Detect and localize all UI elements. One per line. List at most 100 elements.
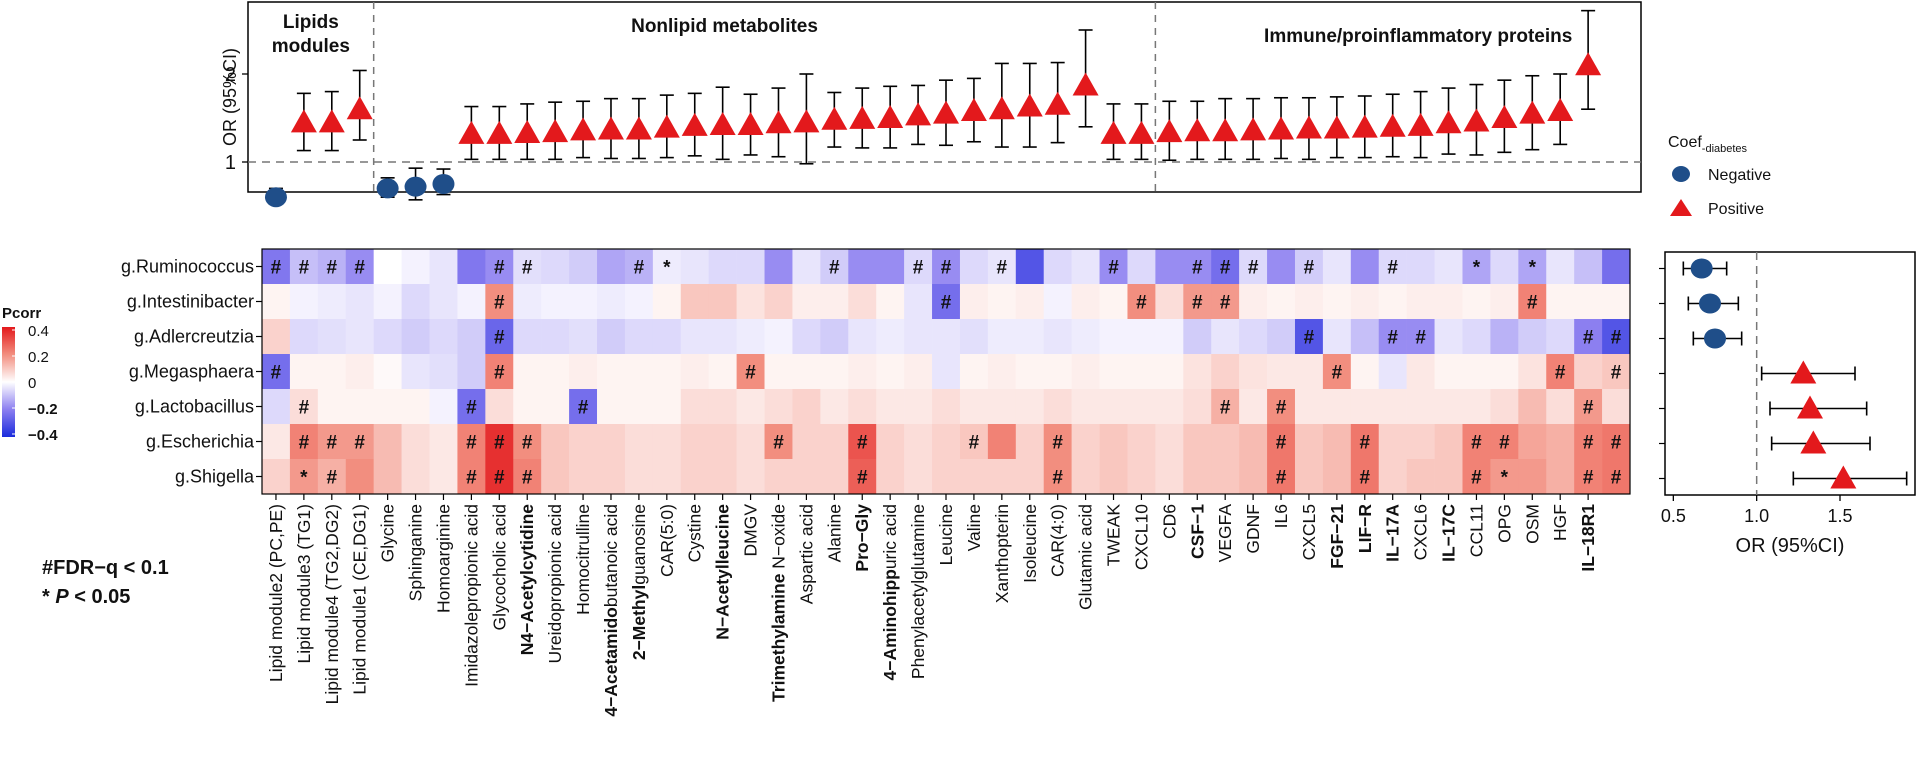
- heatmap-cell: [1518, 459, 1547, 495]
- heatmap-cell: [597, 389, 626, 425]
- heatmap-cell-mark: #: [299, 398, 310, 419]
- heatmap-cell: [1155, 319, 1184, 355]
- heatmap-cell: [457, 459, 486, 495]
- heatmap-cell: [1574, 249, 1603, 285]
- heatmap-cell-mark: #: [494, 293, 505, 314]
- heatmap-cell: [1294, 424, 1324, 460]
- heatmap-cell: [597, 284, 626, 320]
- top-or-point-positive: [1547, 97, 1574, 121]
- heatmap-cell: [848, 389, 877, 425]
- heatmap-cell: [1350, 284, 1380, 320]
- top-or-point-positive: [514, 119, 541, 143]
- heatmap-cell-mark: #: [1387, 328, 1398, 349]
- top-or-point-positive: [1016, 93, 1043, 117]
- heatmap-cell-mark: #: [1471, 433, 1482, 454]
- heatmap-cell-mark: #: [857, 433, 868, 454]
- top-or-point-positive: [1184, 118, 1211, 142]
- heatmap-cell: [1071, 354, 1100, 390]
- top-or-panel: Lipids modules Nonlipid metabolites Immune/…: [220, 1, 1642, 208]
- side-or-point-positive: [1800, 430, 1827, 454]
- heatmap-cell-mark: #: [522, 258, 533, 279]
- heatmap-cell: [876, 354, 905, 390]
- heatmap-cell: [317, 354, 347, 390]
- heatmap-cell: [1071, 284, 1100, 320]
- heatmap-cell: [652, 459, 682, 495]
- heatmap-cell: [708, 284, 737, 320]
- section-title-immune: Immune/proinflammatory proteins: [1264, 26, 1572, 47]
- heatmap-cell: [1546, 389, 1575, 425]
- heatmap-cell-mark: #: [1611, 433, 1622, 454]
- top-or-point-negative: [264, 187, 287, 208]
- top-or-point-positive: [1240, 117, 1267, 141]
- heatmap-cell: [680, 459, 709, 495]
- heatmap-col-label: CXCL6: [1411, 504, 1431, 560]
- heatmap-cell: [457, 319, 486, 355]
- heatmap-cell-mark: *: [1473, 258, 1481, 279]
- heatmap-cell: [1239, 319, 1268, 355]
- heatmap-col-label: Homocitrulline: [573, 504, 593, 615]
- heatmap-cell: [736, 459, 765, 495]
- heatmap-cell: [652, 354, 682, 390]
- heatmap-row-label: g.Escherichia: [146, 432, 255, 452]
- heatmap-cell: [1378, 354, 1407, 390]
- heatmap-cell-mark: #: [327, 258, 338, 279]
- heatmap-cell: [1211, 354, 1240, 390]
- heatmap-cell: [959, 319, 989, 355]
- heatmap-cell: [373, 354, 402, 390]
- heatmap-cell: [1267, 424, 1296, 460]
- heatmap-cell: [1127, 354, 1156, 390]
- heatmap-cell: [1043, 424, 1072, 460]
- heatmap-cell: [904, 284, 933, 320]
- heatmap-cell: [959, 249, 989, 285]
- heatmap-cell: [1155, 459, 1184, 495]
- heatmap-cell: [485, 319, 514, 355]
- heatmap-cell: [1043, 319, 1072, 355]
- heatmap-cell: [736, 319, 765, 355]
- heatmap-cell: [1434, 354, 1463, 390]
- heatmap-cell-mark: #: [1220, 258, 1231, 279]
- heatmap-cell: [708, 459, 737, 495]
- heatmap-cell-mark: *: [1529, 258, 1537, 279]
- heatmap-col-label: Glutamic acid: [1076, 504, 1096, 610]
- heatmap-cell: [1267, 459, 1296, 495]
- heatmap-cell-mark: #: [1527, 293, 1538, 314]
- heatmap-col-label: Imidazolepropionic acid: [461, 504, 481, 687]
- heatmap-cell-mark: #: [1304, 328, 1315, 349]
- heatmap-cell: [680, 424, 709, 460]
- heatmap-cell-mark: #: [1332, 363, 1343, 384]
- heatmap-cell: [1071, 459, 1100, 495]
- legend-title: Coef-diabetes: [1668, 134, 1748, 155]
- heatmap-cell: [764, 389, 793, 425]
- heatmap-cell: [820, 389, 849, 425]
- heatmap-cell: [959, 354, 989, 390]
- heatmap-col-label: Alanine: [824, 504, 844, 562]
- colorbar-tick-label: −0.2: [28, 401, 58, 418]
- heatmap-cell: [680, 389, 709, 425]
- heatmap-cell: [457, 424, 486, 460]
- heatmap-cell: [624, 354, 654, 390]
- heatmap-cell: [1378, 424, 1407, 460]
- heatmap-cell: [1602, 459, 1631, 495]
- heatmap-cell-mark: #: [578, 398, 589, 419]
- heatmap-cell: [1239, 459, 1268, 495]
- note-fdr: #FDR−q < 0.1: [42, 557, 169, 579]
- heatmap-cell: [764, 249, 793, 285]
- heatmap-cell: [1183, 354, 1212, 390]
- heatmap-cell: [680, 319, 709, 355]
- colorbar-tick-label: 0.2: [28, 349, 49, 366]
- heatmap-cell: [1574, 354, 1603, 390]
- heatmap-cell: [1462, 249, 1491, 285]
- heatmap-cell-mark: #: [1555, 363, 1566, 384]
- heatmap-cell: [1071, 424, 1100, 460]
- heatmap-cell-mark: #: [271, 258, 282, 279]
- heatmap-cell: [317, 389, 347, 425]
- heatmap-cell: [569, 354, 598, 390]
- heatmap-cell-mark: #: [1499, 433, 1510, 454]
- heatmap-cell: [932, 389, 961, 425]
- heatmap-cell: [541, 284, 570, 320]
- heatmap-cell-mark: *: [1501, 468, 1509, 489]
- heatmap-cell: [1322, 459, 1352, 495]
- heatmap-cell-mark: #: [466, 433, 477, 454]
- heatmap-col-label: Trimethylamine N−oxide: [768, 504, 788, 702]
- top-or-point-positive: [765, 110, 792, 134]
